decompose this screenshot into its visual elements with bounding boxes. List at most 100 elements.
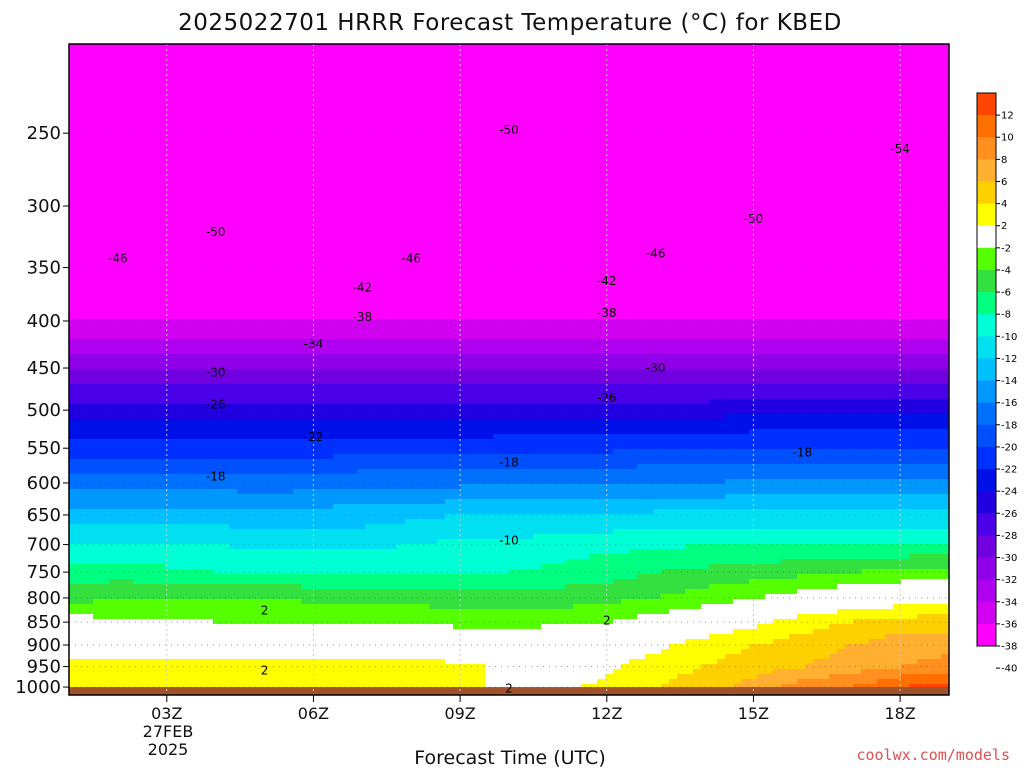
temperature-cell (885, 194, 894, 200)
temperature-cell (509, 174, 518, 180)
temperature-cell (245, 154, 254, 160)
temperature-cell (261, 99, 270, 105)
temperature-cell (261, 269, 270, 275)
temperature-cell (669, 174, 678, 180)
temperature-cell (837, 49, 846, 55)
temperature-cell (237, 244, 246, 250)
temperature-cell (397, 84, 406, 90)
temperature-cell (589, 174, 598, 180)
temperature-cell (349, 119, 358, 125)
temperature-cell (933, 199, 942, 205)
temperature-cell (725, 169, 734, 175)
temperature-cell (821, 164, 830, 170)
temperature-cell (757, 234, 766, 240)
temperature-cell (373, 229, 382, 235)
temperature-cell (901, 219, 910, 225)
temperature-cell (533, 129, 542, 135)
temperature-cell (453, 249, 462, 255)
temperature-cell (237, 129, 246, 135)
temperature-cell (757, 219, 766, 225)
temperature-cell (605, 109, 614, 115)
temperature-cell (653, 244, 662, 250)
temperature-cell (861, 159, 870, 165)
temperature-cell (325, 214, 334, 220)
temperature-cell (677, 234, 686, 240)
temperature-cell (221, 79, 230, 85)
temperature-cell (117, 94, 126, 100)
temperature-cell (581, 174, 590, 180)
temperature-cell (181, 59, 190, 65)
temperature-cell (517, 144, 526, 150)
temperature-cell (101, 49, 110, 55)
temperature-cell (565, 94, 574, 100)
temperature-cell (197, 49, 206, 55)
temperature-cell (837, 84, 846, 90)
temperature-cell (877, 44, 886, 50)
temperature-cell (357, 59, 366, 65)
temperature-cell (77, 179, 86, 185)
temperature-cell (685, 234, 694, 240)
temperature-cell (517, 179, 526, 185)
temperature-cell (93, 79, 102, 85)
temperature-cell (125, 244, 134, 250)
temperature-cell (221, 174, 230, 180)
temperature-cell (749, 224, 758, 230)
temperature-cell (445, 134, 454, 140)
temperature-cell (549, 89, 558, 95)
temperature-cell (373, 194, 382, 200)
temperature-cell (349, 219, 358, 225)
temperature-cell (277, 44, 286, 50)
temperature-cell (197, 69, 206, 75)
temperature-cell (413, 104, 422, 110)
temperature-cell (509, 219, 518, 225)
temperature-cell (389, 49, 398, 55)
temperature-cell (261, 204, 270, 210)
temperature-cell (197, 139, 206, 145)
temperature-cell (109, 229, 118, 235)
temperature-cell (773, 174, 782, 180)
temperature-cell (789, 104, 798, 110)
temperature-cell (197, 189, 206, 195)
temperature-cell (285, 54, 294, 60)
temperature-cell (877, 184, 886, 190)
temperature-cell (821, 104, 830, 110)
temperature-cell (285, 189, 294, 195)
temperature-cell (925, 234, 934, 240)
temperature-cell (685, 44, 694, 50)
temperature-cell (589, 259, 598, 265)
temperature-cell (349, 214, 358, 220)
temperature-cell (237, 254, 246, 260)
temperature-cell (165, 239, 174, 245)
temperature-cell (829, 139, 838, 145)
temperature-cell (533, 59, 542, 65)
temperature-cell (349, 159, 358, 165)
temperature-cell (197, 209, 206, 215)
temperature-cell (269, 144, 278, 150)
temperature-cell (893, 129, 902, 135)
temperature-cell (757, 174, 766, 180)
temperature-cell (357, 79, 366, 85)
temperature-cell (261, 104, 270, 110)
temperature-cell (373, 69, 382, 75)
temperature-cell (677, 99, 686, 105)
temperature-cell (333, 94, 342, 100)
temperature-cell (933, 239, 942, 245)
temperature-cell (533, 149, 542, 155)
temperature-cell (69, 179, 78, 185)
temperature-cell (485, 244, 494, 250)
temperature-cell (285, 224, 294, 230)
temperature-cell (245, 219, 254, 225)
temperature-cell (325, 144, 334, 150)
temperature-cell (525, 229, 534, 235)
temperature-cell (341, 249, 350, 255)
temperature-cell (421, 154, 430, 160)
temperature-cell (605, 54, 614, 60)
temperature-cell (573, 149, 582, 155)
temperature-cell (557, 64, 566, 70)
temperature-cell (877, 179, 886, 185)
temperature-cell (461, 179, 470, 185)
temperature-cell (509, 199, 518, 205)
temperature-cell (549, 144, 558, 150)
temperature-cell (885, 109, 894, 115)
temperature-cell (909, 194, 918, 200)
